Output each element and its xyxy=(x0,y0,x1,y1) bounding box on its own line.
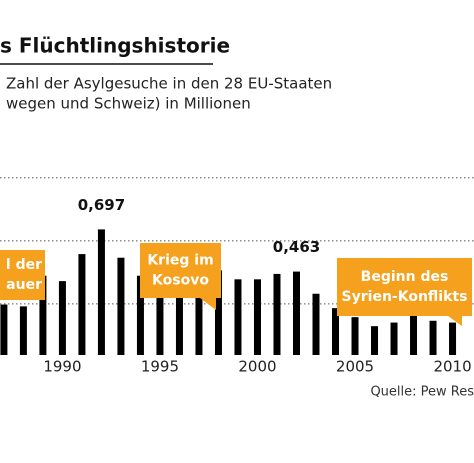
x-tick-label: 1995 xyxy=(141,358,179,376)
bar xyxy=(136,275,144,355)
annotation-box xyxy=(0,250,45,300)
bar xyxy=(253,279,261,355)
source: Quelle: Pew Res xyxy=(370,385,474,400)
bar xyxy=(97,229,105,355)
bar xyxy=(214,270,222,355)
bar xyxy=(175,290,183,355)
bar xyxy=(195,286,203,355)
annotation-text: Krieg im xyxy=(147,253,213,269)
bar xyxy=(312,293,320,355)
annotation-text: Beginn des xyxy=(361,269,449,285)
annotation-box xyxy=(140,243,221,298)
bar xyxy=(292,271,300,355)
x-tick-label: 2000 xyxy=(238,358,276,376)
value-label: 0,697 xyxy=(78,196,125,214)
x-tick-label: 2010 xyxy=(433,358,471,376)
subtitle: wegen und Schweiz) in Millionen xyxy=(6,95,251,113)
bar xyxy=(19,306,27,355)
annotation-text: Syrien-Konflikts xyxy=(342,289,468,305)
chart-title: s Flüchtlingshistorie xyxy=(0,34,230,58)
annotation-text: Kosovo xyxy=(152,273,209,289)
bar xyxy=(449,322,457,355)
bar xyxy=(58,281,66,355)
subtitle: Zahl der Asylgesuche in den 28 EU-Staate… xyxy=(6,75,332,93)
bar xyxy=(390,322,398,355)
bar xyxy=(117,257,125,355)
bar xyxy=(351,317,359,355)
x-tick-label: 1990 xyxy=(43,358,81,376)
bar xyxy=(273,273,281,355)
bar xyxy=(332,308,340,355)
annotation-text: l der xyxy=(6,257,42,273)
annotation-pointer xyxy=(200,298,216,310)
value-label: 0,463 xyxy=(273,238,320,256)
bar xyxy=(156,284,164,355)
annotation-text: auer xyxy=(6,277,42,293)
bar xyxy=(39,275,47,355)
x-tick-label: 2005 xyxy=(336,358,374,376)
bar xyxy=(0,304,8,355)
bar xyxy=(429,320,437,355)
annotation-box xyxy=(337,258,472,316)
bar xyxy=(78,254,86,355)
bar xyxy=(410,308,418,355)
bar xyxy=(371,326,379,355)
bar xyxy=(234,279,242,355)
annotation-pointer xyxy=(448,316,462,326)
